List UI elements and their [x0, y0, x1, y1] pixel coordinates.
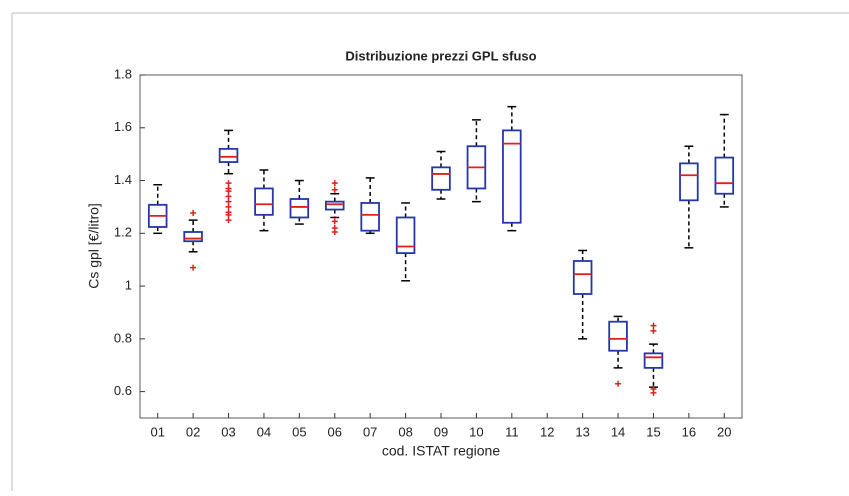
y-tick-label: 1.6 — [114, 119, 132, 134]
outlier — [331, 218, 338, 225]
x-tick-label: 14 — [611, 424, 625, 439]
box — [254, 187, 274, 216]
box — [608, 320, 628, 352]
x-tick-label: 08 — [398, 424, 412, 439]
y-tick-label: 1 — [125, 278, 132, 293]
outlier — [331, 228, 338, 235]
y-tick-label: 1.2 — [114, 225, 132, 240]
box — [572, 260, 593, 295]
outlier — [331, 186, 338, 193]
x-tick-label: 04 — [257, 424, 271, 439]
box — [360, 202, 380, 232]
box — [183, 231, 203, 243]
outlier — [225, 180, 232, 187]
outlier — [615, 380, 622, 387]
outlier — [225, 211, 232, 218]
plot-area — [139, 74, 743, 419]
outlier — [225, 198, 232, 205]
x-tick-label: 20 — [717, 424, 731, 439]
box — [714, 156, 735, 195]
box — [325, 200, 345, 211]
chart-title: Distribuzione prezzi GPL sfuso — [345, 48, 536, 63]
box — [502, 129, 522, 224]
y-tick-label: 0.8 — [114, 330, 132, 345]
y-axis-label: Cs gpl [€/litro] — [86, 203, 102, 289]
box — [643, 352, 664, 369]
x-tick-label: 12 — [540, 424, 554, 439]
x-tick-label: 03 — [221, 424, 235, 439]
outlier — [650, 389, 657, 396]
box — [395, 216, 416, 254]
x-tick-label: 01 — [150, 424, 164, 439]
box — [218, 147, 239, 163]
outlier — [650, 327, 657, 334]
outlier — [225, 203, 232, 210]
outlier — [331, 180, 338, 187]
box — [289, 198, 310, 219]
outlier — [190, 264, 197, 271]
y-tick-label: 1.4 — [114, 172, 132, 187]
x-tick-label: 10 — [469, 424, 483, 439]
x-tick-label: 13 — [575, 424, 589, 439]
y-tick-label: 1.8 — [114, 66, 132, 81]
x-tick-label: 06 — [328, 424, 342, 439]
x-axis-label: cod. ISTAT regione — [382, 443, 500, 459]
outlier — [225, 193, 232, 200]
box — [431, 166, 451, 191]
box — [679, 162, 699, 202]
x-tick-label: 02 — [186, 424, 200, 439]
outlier — [225, 217, 232, 224]
x-tick-label: 16 — [682, 424, 696, 439]
y-tick-label: 0.6 — [114, 383, 132, 398]
x-tick-label: 11 — [505, 424, 519, 439]
outlier — [190, 209, 197, 216]
outlier — [225, 188, 232, 195]
x-tick-label: 07 — [363, 424, 377, 439]
outlier — [650, 322, 657, 329]
x-tick-label: 05 — [292, 424, 306, 439]
x-tick-label: 15 — [646, 424, 660, 439]
x-tick-label: 09 — [434, 424, 448, 439]
